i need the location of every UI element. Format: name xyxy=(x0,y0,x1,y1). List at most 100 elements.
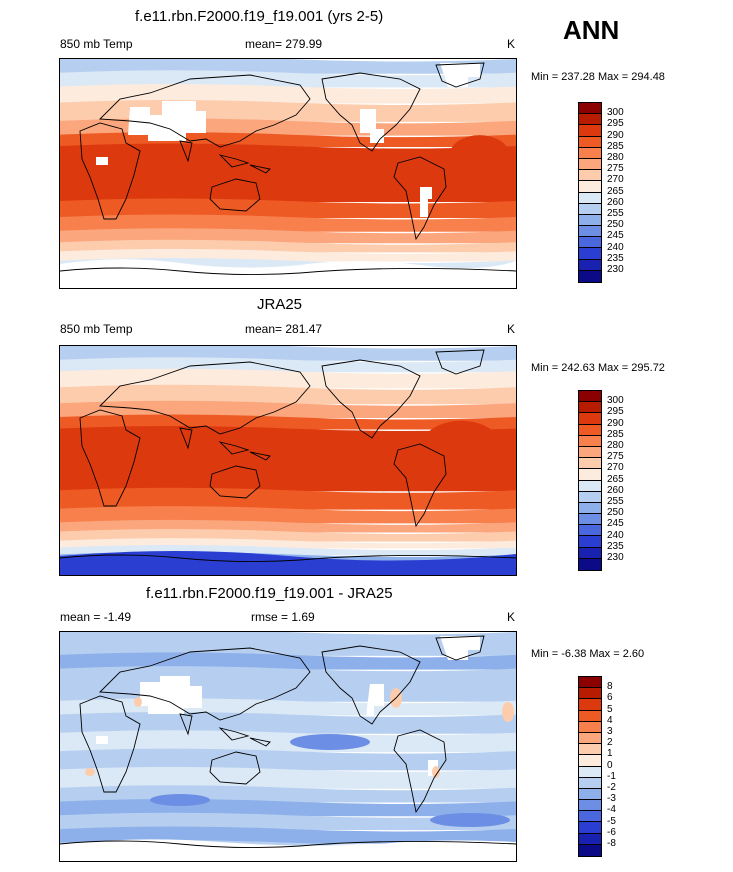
coastline xyxy=(79,409,141,507)
panel-model-minmax: Min = 237.28 Max = 294.48 xyxy=(531,71,665,83)
colorbar-tick-label: 265 xyxy=(607,473,624,485)
colorbar-swatch xyxy=(579,103,601,115)
colorbar-swatch xyxy=(579,136,601,148)
warm-core xyxy=(449,135,510,176)
field-band xyxy=(60,730,516,753)
colorbar-tick-label: 240 xyxy=(607,529,624,541)
coastline xyxy=(393,156,447,241)
colorbar-swatch xyxy=(579,833,601,845)
colorbar-tick-label: 295 xyxy=(607,118,624,130)
panel-model-mean-label: mean= 279.99 xyxy=(245,37,323,51)
coastline xyxy=(179,427,193,450)
panel-obs-title: JRA25 xyxy=(257,296,303,313)
colorbar-swatch xyxy=(579,822,601,834)
panel-diff-mean-label: mean = -1.49 xyxy=(60,610,132,624)
anomaly-spot xyxy=(134,697,142,707)
colorbar-swatch xyxy=(579,446,601,459)
colorbar-tick-label: 275 xyxy=(607,163,624,175)
panel-model-units-label: K xyxy=(507,37,516,51)
panel-diff-title: f.e11.rbn.F2000.f19_f19.001 - JRA25 xyxy=(146,585,393,602)
colorbar-tick-label: 255 xyxy=(607,208,624,219)
colorbar-swatch xyxy=(579,766,601,778)
coastline xyxy=(435,62,485,88)
anomaly-spot xyxy=(430,813,510,827)
panel-model-colorbar xyxy=(578,102,602,283)
field-band xyxy=(60,506,516,524)
colorbar-swatch xyxy=(579,755,601,767)
colorbar-tick-label: 275 xyxy=(607,451,624,463)
coastline xyxy=(60,840,516,849)
coastline xyxy=(393,729,447,814)
coastline xyxy=(79,122,141,220)
anomaly-spot xyxy=(502,702,514,722)
colorbar-swatch xyxy=(579,402,601,414)
colorbar-swatch xyxy=(579,525,601,537)
colorbar-swatch xyxy=(579,435,601,447)
colorbar-swatch xyxy=(579,480,601,492)
panel-diff-units-label: K xyxy=(507,610,516,624)
panel-model-map xyxy=(59,58,517,289)
colorbar-tick-label: 290 xyxy=(607,417,624,429)
colorbar-tick-label: 265 xyxy=(607,185,624,197)
coastline xyxy=(179,140,193,163)
coastline xyxy=(98,361,311,435)
colorbar-swatch xyxy=(579,800,601,812)
coastline xyxy=(321,645,421,725)
colorbar-swatch xyxy=(579,721,601,733)
colorbar-tick-label: 235 xyxy=(607,252,624,264)
colorbar-swatch xyxy=(579,181,601,193)
field-band xyxy=(60,748,516,771)
panel-obs-mean-label: mean= 281.47 xyxy=(245,322,323,336)
colorbar-swatch xyxy=(579,491,601,503)
colorbar-tick-label: 250 xyxy=(607,507,624,519)
colorbar-tick-label: 6 xyxy=(607,692,613,704)
colorbar-swatch xyxy=(579,158,601,171)
field-band xyxy=(60,666,516,702)
colorbar-swatch xyxy=(579,214,601,227)
missing-data xyxy=(420,187,432,217)
missing-data xyxy=(440,636,480,660)
colorbar-swatch xyxy=(579,458,601,470)
colorbar-tick-label: -6 xyxy=(607,826,616,838)
panel-diff-rmse-label: rmse = 1.69 xyxy=(251,610,315,624)
panel-obs-colorbar xyxy=(578,390,602,571)
season-label: ANN xyxy=(563,15,620,45)
panel-obs-map xyxy=(59,345,517,576)
field-band xyxy=(60,214,516,232)
colorbar-swatch xyxy=(579,226,601,238)
colorbar-tick-label: -1 xyxy=(607,770,616,782)
colorbar-swatch xyxy=(579,147,601,159)
warm-core xyxy=(62,427,223,476)
colorbar-swatch xyxy=(579,788,601,801)
panel-model-variable-label: 850 mb Temp xyxy=(60,37,133,51)
colorbar-swatch xyxy=(579,547,601,559)
coastline xyxy=(218,441,250,455)
panel-obs-units-label: K xyxy=(507,322,516,336)
colorbar-swatch xyxy=(579,558,601,570)
field-band xyxy=(60,632,516,656)
coastline xyxy=(249,737,271,747)
coastline xyxy=(321,359,421,439)
colorbar-tick-label: 260 xyxy=(607,196,624,208)
colorbar-tick-label: 255 xyxy=(607,496,624,507)
missing-data xyxy=(428,760,438,776)
field-band xyxy=(60,766,516,789)
colorbar-tick-label: 280 xyxy=(607,440,624,451)
coastline xyxy=(393,443,447,528)
missing-data xyxy=(440,63,480,87)
colorbar-swatch xyxy=(579,688,601,700)
coastline xyxy=(179,713,193,736)
coastline xyxy=(218,154,250,168)
colorbar-tick-label: 1 xyxy=(607,748,613,760)
colorbar-swatch xyxy=(579,744,601,756)
colorbar-tick-label: 3 xyxy=(607,726,613,737)
coastline xyxy=(209,178,261,212)
panel-obs-variable-label: 850 mb Temp xyxy=(60,322,133,336)
colorbar-swatch xyxy=(579,536,601,548)
colorbar-tick-label: 5 xyxy=(607,703,613,715)
field-band xyxy=(60,812,516,830)
field-band xyxy=(60,400,516,418)
colorbar-tick-label: 285 xyxy=(607,140,624,152)
colorbar-swatch xyxy=(579,248,601,260)
colorbar-swatch xyxy=(579,203,601,215)
